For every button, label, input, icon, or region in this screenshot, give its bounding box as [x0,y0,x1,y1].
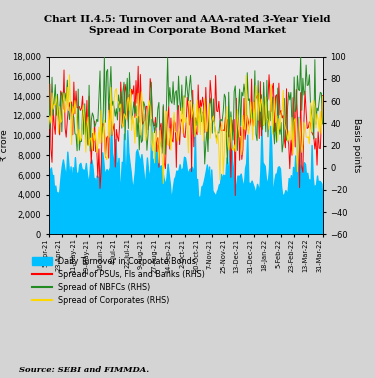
Y-axis label: Basis points: Basis points [352,118,361,173]
Y-axis label: ₹ crore: ₹ crore [0,130,9,161]
Text: Source: SEBI and FIMMDA.: Source: SEBI and FIMMDA. [19,366,149,374]
Legend: Daily Turnover in Corporate Bonds, Spread of PSUs, FIs and Banks (RHS), Spread o: Daily Turnover in Corporate Bonds, Sprea… [30,256,207,307]
Text: Chart II.4.5: Turnover and AAA-rated 3-Year Yield
Spread in Corporate Bond Marke: Chart II.4.5: Turnover and AAA-rated 3-Y… [44,15,331,34]
